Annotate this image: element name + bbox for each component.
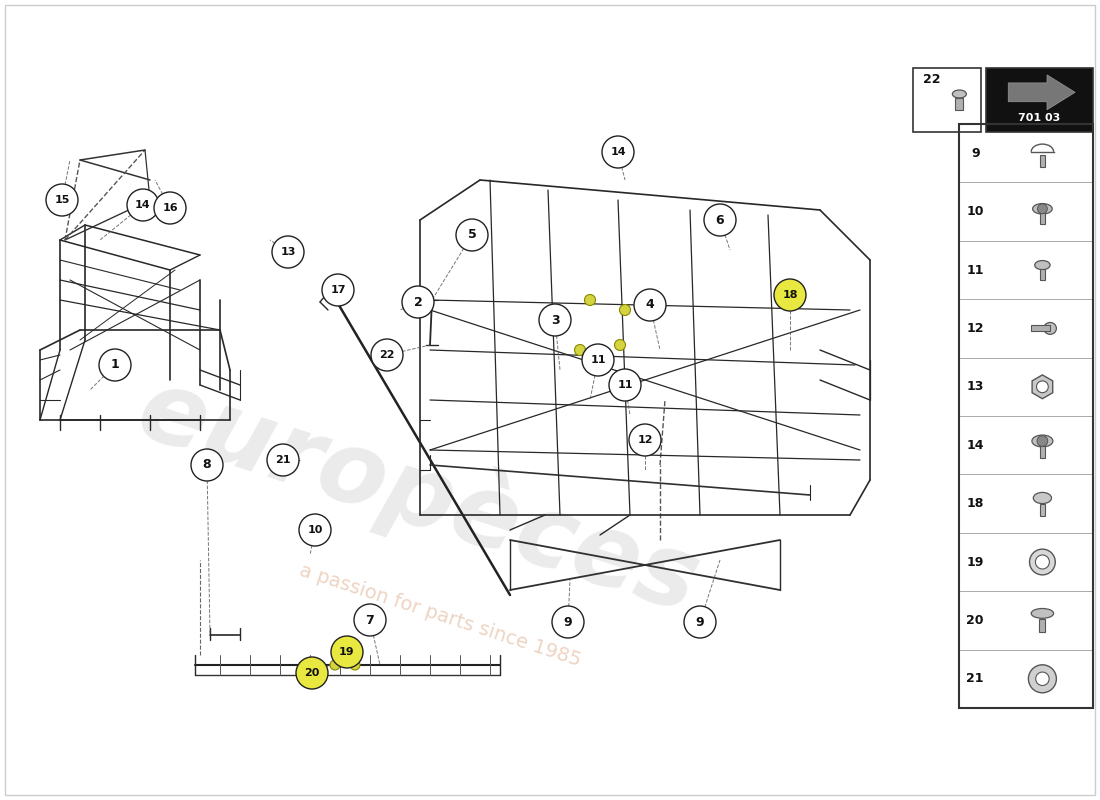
Text: 12: 12 bbox=[637, 435, 652, 445]
Bar bbox=[959, 124, 1093, 708]
Circle shape bbox=[619, 305, 630, 315]
Polygon shape bbox=[1032, 375, 1053, 398]
Text: 5: 5 bbox=[468, 229, 476, 242]
Ellipse shape bbox=[1031, 609, 1054, 618]
Bar bbox=[1040, 213, 1045, 224]
Text: 10: 10 bbox=[307, 525, 322, 535]
Text: 20: 20 bbox=[967, 614, 984, 627]
Text: europèces: europèces bbox=[125, 358, 711, 634]
Circle shape bbox=[539, 304, 571, 336]
Text: 11: 11 bbox=[617, 380, 632, 390]
Ellipse shape bbox=[1033, 492, 1052, 504]
Bar bbox=[1040, 446, 1045, 458]
Text: 701 03: 701 03 bbox=[1019, 113, 1060, 123]
Circle shape bbox=[191, 449, 223, 481]
Text: 7: 7 bbox=[365, 614, 374, 626]
Circle shape bbox=[634, 289, 665, 321]
Circle shape bbox=[774, 279, 806, 311]
Circle shape bbox=[272, 236, 304, 268]
Bar bbox=[959, 124, 1093, 708]
Circle shape bbox=[615, 339, 626, 350]
Circle shape bbox=[1037, 436, 1047, 446]
Text: 9: 9 bbox=[695, 615, 704, 629]
Circle shape bbox=[1036, 672, 1049, 686]
Text: 11: 11 bbox=[967, 263, 984, 277]
Circle shape bbox=[584, 294, 595, 306]
Ellipse shape bbox=[1033, 203, 1053, 214]
Circle shape bbox=[330, 660, 340, 670]
Ellipse shape bbox=[1035, 261, 1050, 270]
Text: 6: 6 bbox=[716, 214, 724, 226]
Circle shape bbox=[46, 184, 78, 216]
Text: 3: 3 bbox=[551, 314, 559, 326]
Circle shape bbox=[1036, 381, 1048, 393]
Text: 17: 17 bbox=[330, 285, 345, 295]
Circle shape bbox=[296, 657, 328, 689]
Bar bbox=[1031, 326, 1050, 331]
Text: 12: 12 bbox=[967, 322, 984, 335]
Bar bbox=[1040, 504, 1045, 516]
Circle shape bbox=[456, 219, 488, 251]
Circle shape bbox=[371, 339, 403, 371]
Bar bbox=[1040, 269, 1045, 280]
Circle shape bbox=[602, 136, 634, 168]
Text: 10: 10 bbox=[967, 205, 984, 218]
Ellipse shape bbox=[1032, 435, 1053, 447]
Bar bbox=[956, 98, 964, 110]
Polygon shape bbox=[1009, 75, 1075, 110]
Circle shape bbox=[331, 636, 363, 668]
Circle shape bbox=[552, 606, 584, 638]
Circle shape bbox=[299, 514, 331, 546]
Circle shape bbox=[582, 344, 614, 376]
Text: 15: 15 bbox=[54, 195, 69, 205]
Bar bbox=[1040, 155, 1045, 167]
Ellipse shape bbox=[1044, 322, 1056, 334]
Circle shape bbox=[684, 606, 716, 638]
Circle shape bbox=[350, 660, 360, 670]
Text: 11: 11 bbox=[591, 355, 606, 365]
Ellipse shape bbox=[953, 90, 967, 98]
Circle shape bbox=[1037, 204, 1047, 214]
Circle shape bbox=[99, 349, 131, 381]
Text: 14: 14 bbox=[610, 147, 626, 157]
Circle shape bbox=[574, 345, 585, 355]
Circle shape bbox=[354, 604, 386, 636]
Circle shape bbox=[322, 274, 354, 306]
Bar bbox=[1040, 619, 1045, 632]
Text: 13: 13 bbox=[280, 247, 296, 257]
Text: 19: 19 bbox=[967, 555, 983, 569]
Text: 18: 18 bbox=[967, 497, 983, 510]
Circle shape bbox=[402, 286, 434, 318]
Text: 16: 16 bbox=[162, 203, 178, 213]
Text: 18: 18 bbox=[782, 290, 797, 300]
Text: 9: 9 bbox=[971, 146, 979, 160]
Text: 8: 8 bbox=[202, 458, 211, 471]
Circle shape bbox=[1035, 555, 1049, 569]
Circle shape bbox=[154, 192, 186, 224]
Text: 9: 9 bbox=[563, 615, 572, 629]
Bar bbox=[986, 68, 1093, 132]
Text: 4: 4 bbox=[646, 298, 654, 311]
Circle shape bbox=[126, 189, 160, 221]
Text: 2: 2 bbox=[414, 295, 422, 309]
Circle shape bbox=[305, 660, 315, 670]
Circle shape bbox=[1028, 665, 1056, 693]
Text: 21: 21 bbox=[967, 672, 984, 686]
Text: 21: 21 bbox=[275, 455, 290, 465]
Circle shape bbox=[267, 444, 299, 476]
Text: 1: 1 bbox=[111, 358, 120, 371]
Text: 22: 22 bbox=[923, 73, 940, 86]
Text: 19: 19 bbox=[339, 647, 355, 657]
Text: 14: 14 bbox=[967, 438, 984, 452]
Bar bbox=[913, 68, 981, 132]
Circle shape bbox=[704, 204, 736, 236]
Text: 20: 20 bbox=[305, 668, 320, 678]
Circle shape bbox=[609, 369, 641, 401]
Text: 13: 13 bbox=[967, 380, 983, 394]
Text: 14: 14 bbox=[135, 200, 151, 210]
Text: a passion for parts since 1985: a passion for parts since 1985 bbox=[297, 562, 583, 670]
Circle shape bbox=[1030, 549, 1055, 575]
Text: 22: 22 bbox=[379, 350, 395, 360]
Circle shape bbox=[629, 424, 661, 456]
